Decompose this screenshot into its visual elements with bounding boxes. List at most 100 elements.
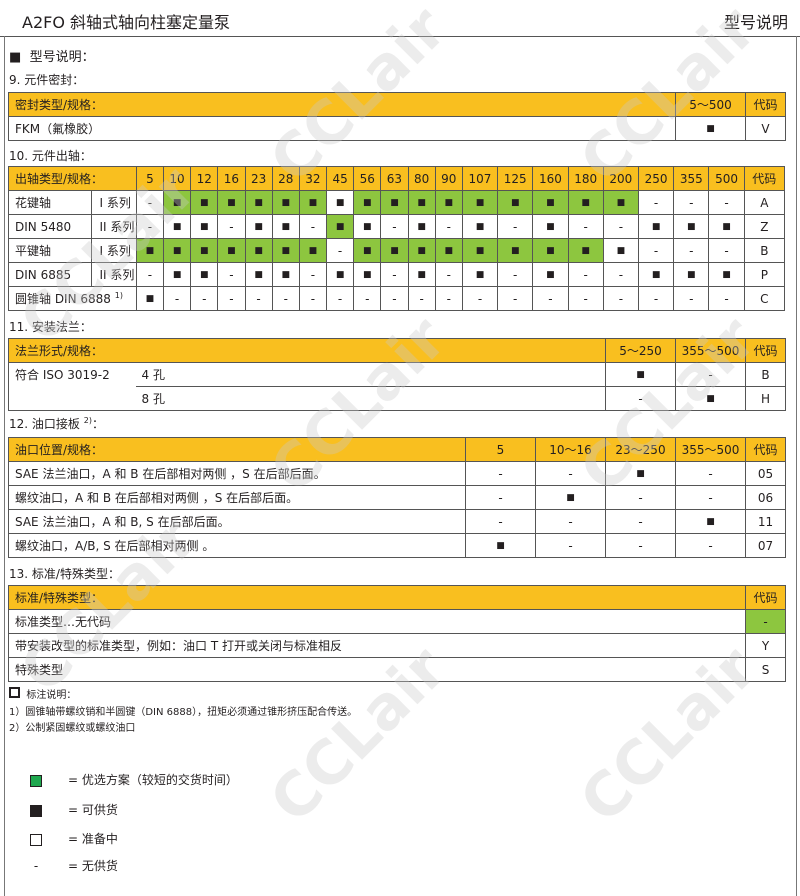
section-12-title: 12. 油口接板 2)： — [9, 415, 104, 432]
availability-cell: ■ — [407, 262, 436, 287]
header-cell: 代码 — [745, 437, 786, 462]
availability-cell: - — [673, 190, 710, 215]
table-header-row: 法兰形式/规格： 5～250 355～500 代码 — [7, 338, 787, 363]
availability-cell: ■ — [675, 509, 746, 534]
availability-cell: ■ — [244, 238, 273, 263]
code-cell: B — [745, 362, 787, 387]
size-header: 56 — [353, 166, 382, 191]
code-cell: Y — [745, 633, 786, 658]
availability-cell: - — [708, 238, 745, 263]
black-square-icon — [30, 804, 42, 817]
white-square-icon — [30, 833, 42, 846]
availability-cell: ■ — [217, 190, 246, 215]
header-cell: 23～250 — [605, 437, 676, 462]
availability-cell: ■ — [407, 238, 436, 263]
main-heading: ■ 型号说明： — [9, 46, 95, 65]
availability-cell: ■ — [353, 190, 382, 215]
shaft-type: DIN 5480 — [8, 214, 92, 239]
shaft-type: 圆锥轴 DIN 6888 1) — [8, 286, 137, 311]
port-description: 螺纹油口，A/B, S 在后部相对两侧 。 — [8, 533, 466, 558]
availability-cell: - — [380, 262, 409, 287]
table-row: 标准类型…无代码 - — [8, 609, 786, 634]
availability-cell: ■ — [135, 238, 164, 263]
availability-cell: ■ — [162, 262, 192, 287]
availability-cell: ■ — [244, 190, 273, 215]
size-header: 16 — [217, 166, 246, 191]
shaft-series: II 系列 — [90, 262, 137, 287]
availability-cell: ■ — [244, 214, 273, 239]
availability-cell: - — [135, 190, 164, 215]
availability-cell: ■ — [190, 214, 219, 239]
dash-symbol: - — [33, 859, 39, 873]
page-header: A2FO 斜轴式轴向柱塞定量泵 型号说明 — [0, 0, 800, 37]
notes-title: 标注说明： — [9, 686, 76, 701]
availability-cell: - — [434, 262, 463, 287]
legend-text: = 准备中 — [68, 832, 118, 846]
availability-cell: ■ — [532, 214, 569, 239]
header-cell: 代码 — [745, 585, 786, 610]
shaft-table: 出轴类型/规格： 5 10 12 16 23 28 32 45 56 63 80 90 107 125 160… — [8, 166, 786, 311]
legend-item: = 优选方案（较短的交货时间） — [30, 771, 238, 788]
type-description: 特殊类型 — [8, 657, 746, 682]
availability-cell: ■ — [465, 533, 536, 558]
availability-cell: ■ — [673, 262, 710, 287]
special-type-table: 标准/特殊类型： 代码 标准类型…无代码 - 带安装改型的标准类型，例如：油口 T 打开… — [8, 585, 786, 682]
availability-cell: ■ — [353, 262, 382, 287]
availability-cell: ■ — [271, 238, 300, 263]
shaft-row: 平键轴 I 系列 ■ ■ ■ ■ ■ ■ ■ - ■ ■ ■ ■ ■ ■ ■ ■ ■ - - - B — [8, 238, 786, 263]
availability-cell: - — [217, 262, 246, 287]
availability-cell: - — [407, 286, 436, 311]
availability-cell: ■ — [326, 190, 355, 215]
code-cell: 06 — [745, 485, 786, 510]
availability-cell: - — [605, 386, 677, 411]
availability-cell: - — [271, 286, 300, 311]
availability-cell: - — [567, 214, 604, 239]
availability-cell: ■ — [497, 238, 534, 263]
availability-cell: - — [326, 238, 355, 263]
availability-cell: ■ — [675, 386, 747, 411]
availability-cell: - — [605, 533, 676, 558]
size-header: 250 — [637, 166, 675, 191]
availability-cell: - — [465, 509, 536, 534]
availability-cell: - — [497, 262, 534, 287]
availability-cell: - — [298, 214, 328, 239]
availability-cell: - — [567, 262, 604, 287]
notes-title-text: 标注说明： — [26, 690, 77, 701]
availability-cell: ■ — [162, 190, 192, 215]
code-cell: 05 — [745, 461, 786, 486]
availability-cell: - — [434, 286, 463, 311]
size-header: 32 — [298, 166, 328, 191]
availability-cell: ■ — [380, 238, 409, 263]
code-cell: A — [743, 190, 786, 215]
availability-cell: - — [602, 262, 639, 287]
availability-cell: ■ — [162, 214, 192, 239]
shaft-row: DIN 6885 II 系列 - ■ ■ - ■ ■ - ■ ■ - ■ - ■ - ■ - - ■ ■ ■ P — [8, 262, 786, 287]
availability-cell: ■ — [461, 190, 499, 215]
availability-cell: - — [380, 286, 409, 311]
availability-cell: ■ — [708, 262, 745, 287]
availability-cell: - — [637, 238, 675, 263]
availability-cell: - — [162, 286, 192, 311]
shaft-series: I 系列 — [90, 238, 137, 263]
availability-cell: - — [465, 461, 536, 486]
table-row: 螺纹油口，A/B, S 在后部相对两侧 。 ■ - - -07 — [8, 533, 786, 558]
size-header: 180 — [567, 166, 604, 191]
shaft-type: DIN 6885 — [8, 262, 92, 287]
hollow-square-icon — [9, 687, 20, 698]
header-cell: 代码 — [745, 338, 787, 363]
table-row: SAE 法兰油口，A 和 B, S 在后部后面。 - - - ■ 11 — [8, 509, 786, 534]
section-12-suffix: ： — [91, 417, 104, 431]
availability-cell: ■ — [708, 214, 745, 239]
section-10-title: 10. 元件出轴： — [9, 149, 92, 163]
availability-cell: - — [567, 286, 604, 311]
square-bullet-icon: ■ — [9, 50, 22, 65]
type-description: 标准类型…无代码 — [8, 609, 746, 634]
section-13-title: 13. 标准/特殊类型： — [9, 567, 120, 581]
section-title: 型号说明 — [723, 13, 788, 32]
header-cell: 5～250 — [605, 338, 677, 363]
section-11-title: 11. 安装法兰： — [9, 320, 92, 334]
availability-cell: - — [637, 190, 675, 215]
table-row: 螺纹油口，A 和 B 在后部相对两侧 ，S 在后部后面。 - ■ - -06 — [8, 485, 786, 510]
hole-count: 8 孔 — [135, 386, 607, 411]
port-description: 螺纹油口，A 和 B 在后部相对两侧 ，S 在后部后面。 — [8, 485, 466, 510]
